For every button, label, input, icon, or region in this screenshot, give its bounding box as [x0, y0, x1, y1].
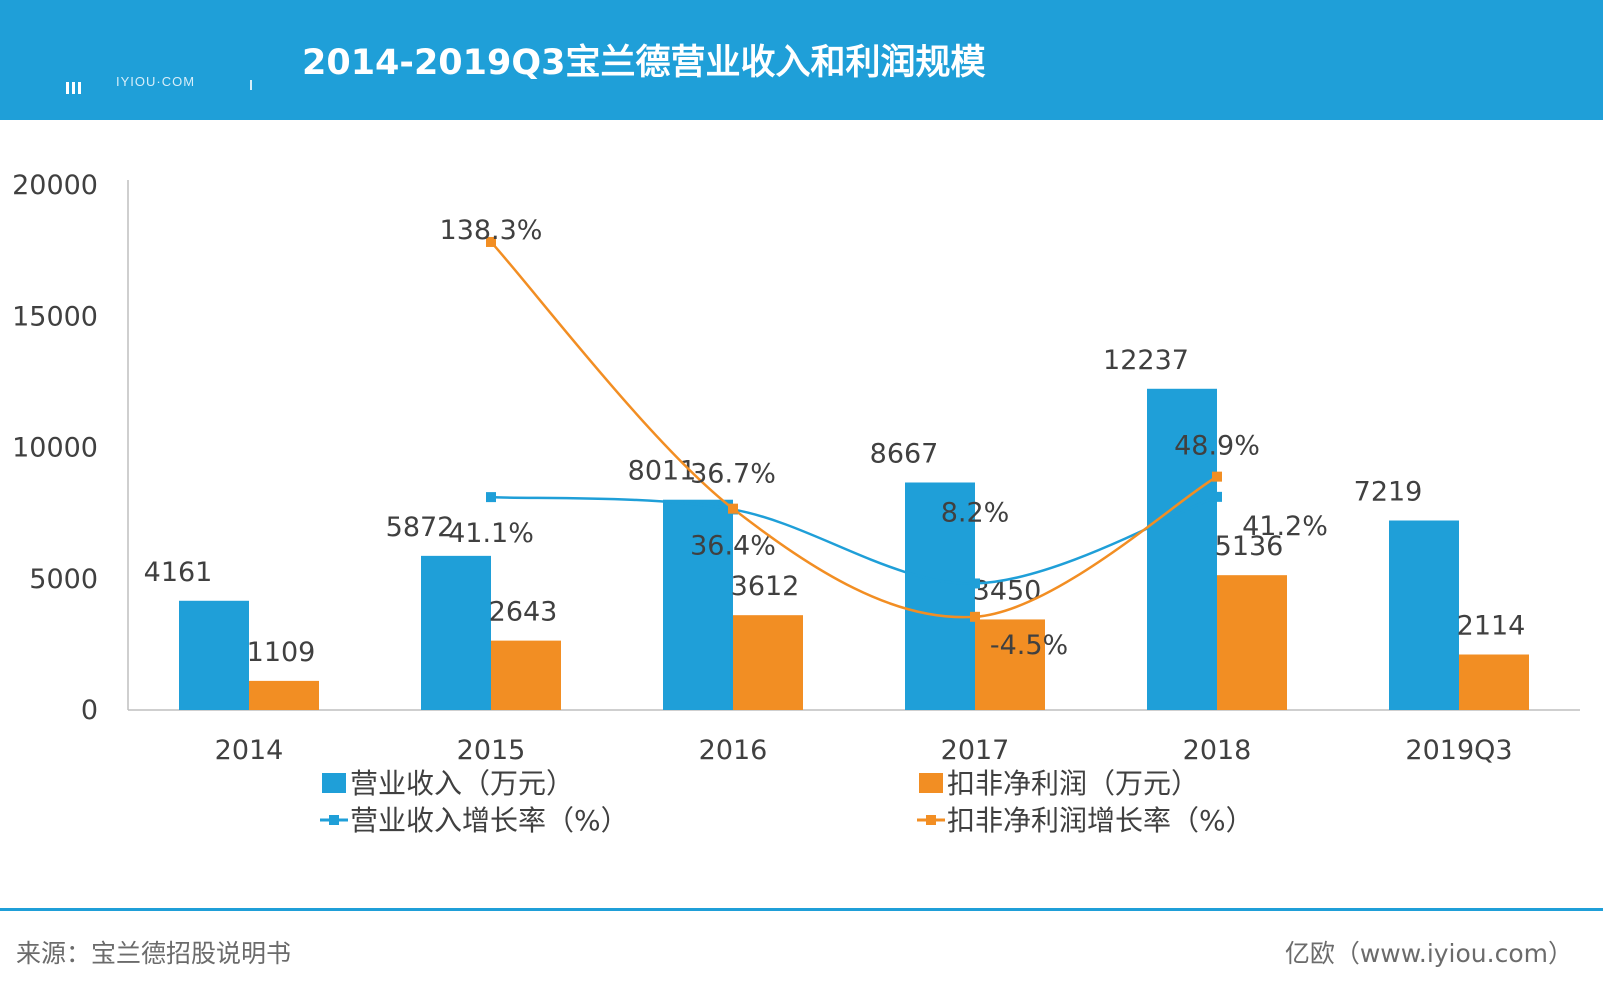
legend-marker [926, 815, 936, 825]
x-tick-label: 2017 [941, 735, 1010, 766]
y-tick-label: 20000 [12, 170, 98, 201]
x-tick-label: 2019Q3 [1405, 735, 1512, 766]
legend-marker [329, 815, 339, 825]
profit-bar [491, 640, 561, 710]
revenue-bar [1389, 520, 1459, 710]
profit-growth-label: 36.7% [690, 459, 776, 490]
profit-growth-marker [486, 236, 496, 247]
profit-bar [1459, 654, 1529, 710]
profit-bar [1217, 575, 1287, 710]
footer-divider [0, 908, 1603, 911]
revenue-bar [1147, 388, 1217, 710]
profit-growth-marker [728, 503, 738, 514]
revenue-growth-label: 41.1% [448, 518, 534, 549]
profit-value-label: 2643 [489, 597, 558, 628]
legend-swatch [919, 773, 943, 793]
profit-growth-line [490, 241, 1218, 619]
legend-label: 扣非净利润增长率（%） [947, 804, 1254, 837]
revenue-growth-marker [970, 578, 980, 589]
y-tick-label: 0 [81, 695, 98, 726]
source-note: 来源：宝兰德招股说明书 [16, 939, 292, 968]
header-banner: IYIOU·COM 2014-2019Q3宝兰德营业收入和利润规模 [0, 0, 1603, 120]
profit-growth-label: 138.3% [440, 215, 543, 246]
profit-bar [733, 615, 803, 710]
legend-swatch [322, 773, 346, 793]
revenue-value-label: 8011 [628, 456, 697, 487]
x-tick-label: 2018 [1183, 735, 1252, 766]
x-tick-label: 2016 [699, 735, 768, 766]
revenue-growth-label: 36.4% [690, 530, 776, 561]
revenue-value-label: 12237 [1103, 345, 1189, 376]
legend-label: 扣非净利润（万元） [947, 767, 1199, 800]
y-tick-label: 5000 [29, 564, 98, 595]
chart-title: 2014-2019Q3宝兰德营业收入和利润规模 [302, 43, 986, 83]
revenue-value-label: 4161 [144, 557, 213, 588]
revenue-bar [663, 499, 733, 710]
revenue-growth-marker [1212, 491, 1222, 502]
profit-value-label: 2114 [1457, 611, 1526, 642]
revenue-bar [421, 555, 491, 710]
site-credit: 亿欧（www.iyiou.com） [1284, 939, 1573, 968]
logo-icon [66, 82, 86, 94]
revenue-growth-label: 41.2% [1242, 511, 1328, 542]
x-tick-label: 2014 [215, 735, 284, 766]
revenue-growth-line [490, 495, 1218, 585]
revenue-growth-label: 8.2% [941, 497, 1010, 528]
revenue-value-label: 7219 [1354, 477, 1423, 508]
revenue-bar [905, 482, 975, 710]
profit-bar [249, 680, 319, 710]
profit-growth-marker [1212, 471, 1222, 482]
legend-label: 营业收入增长率（%） [350, 804, 629, 837]
logo-text: IYIOU·COM [116, 74, 196, 89]
profit-growth-label: 48.9% [1174, 431, 1260, 462]
profit-value-label: 1109 [247, 637, 316, 668]
profit-value-label: 5136 [1215, 531, 1284, 562]
revenue-value-label: 5872 [386, 512, 455, 543]
y-tick-label: 15000 [12, 301, 98, 332]
revenue-growth-marker [486, 492, 496, 503]
profit-bar [975, 619, 1045, 710]
revenue-bar [179, 600, 249, 710]
profit-growth-label: -4.5% [990, 630, 1068, 661]
chart: 0 5000 10000 15000 20000 2014 2015 2016 2017 2018… [12, 170, 1580, 837]
profit-growth-marker [970, 611, 980, 622]
logo-divider [250, 80, 252, 90]
x-tick-label: 2015 [457, 735, 526, 766]
revenue-value-label: 8667 [870, 438, 939, 469]
profit-value-label: 3612 [731, 571, 800, 602]
legend-label: 营业收入（万元） [350, 767, 574, 800]
y-tick-label: 10000 [12, 433, 98, 464]
